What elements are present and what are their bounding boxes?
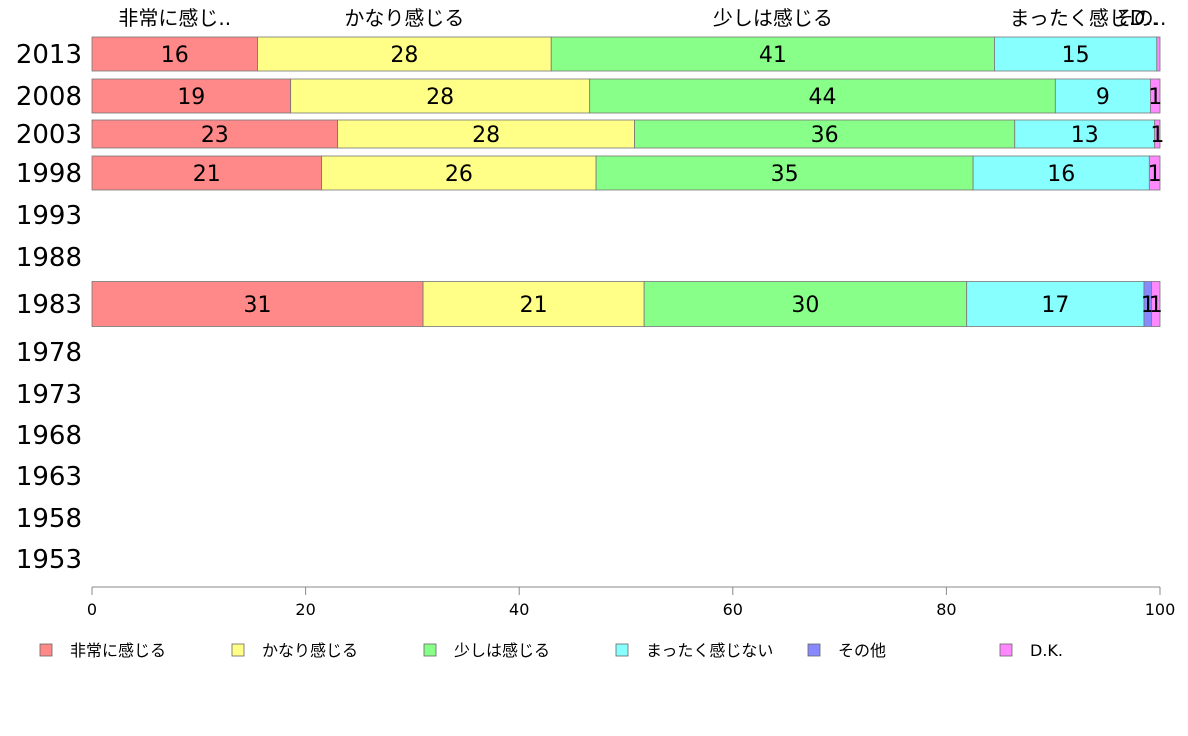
bar-segment-2008-5 [1149, 78, 1161, 114]
legend-label: かなり感じる [262, 641, 358, 660]
bar-row-1983: 31 21 30 17 11 [91, 281, 1163, 327]
year-label-2003: 2003 [16, 120, 82, 150]
legend-item-4: その他 [807, 641, 886, 660]
bar-value-label: 9 [1096, 85, 1110, 110]
year-label-1958: 1958 [16, 504, 82, 534]
legend-label: まったく感じない [646, 641, 773, 660]
bar-segment-2003-5 [1154, 119, 1161, 149]
bar-segment-1983-5 [1151, 281, 1161, 327]
year-label-1973: 1973 [16, 380, 82, 410]
legend-item-3: まったく感じない [615, 641, 773, 660]
year-label-2013: 2013 [16, 40, 82, 70]
bar-value-label: 13 [1071, 123, 1099, 148]
bar-value-label: 36 [811, 123, 839, 148]
x-tick-label: 40 [509, 600, 529, 619]
bar-value-label: 1 [1150, 123, 1164, 148]
bar-value-label: 35 [771, 162, 799, 187]
year-label-1988: 1988 [16, 243, 82, 273]
bar-value-label: 21 [193, 162, 221, 187]
year-label-1968: 1968 [16, 421, 82, 451]
x-axis: 0 20 40 60 80 100 [87, 586, 1176, 619]
series-header-5: D.. [1130, 6, 1158, 30]
bar-value-label: 19 [177, 85, 205, 110]
bar-segment-2013-5 [1156, 36, 1161, 72]
series-header-2: 少しは感じる [713, 6, 833, 30]
series-header-0: 非常に感じ.. [118, 6, 231, 30]
bar-value-label: 44 [809, 85, 837, 110]
year-label-1998: 1998 [16, 159, 82, 189]
bar-row-2008: 19 28 44 9 1 [91, 78, 1162, 114]
legend: 非常に感じる かなり感じる 少しは感じる まったく感じない その他 D.K. [39, 641, 1063, 660]
bar-value-label: 28 [390, 43, 418, 68]
legend-swatch [615, 643, 629, 657]
bar-row-2003: 23 28 36 13 1 [91, 119, 1164, 149]
series-header-1: かなり感じる [344, 6, 464, 30]
year-label-1983: 1983 [16, 290, 82, 320]
bar-segment-2003-2 [634, 119, 1016, 149]
bar-value-label: 1 [1149, 293, 1163, 318]
bar-segment-2013-0 [91, 36, 258, 72]
bar-row-2013: 16 28 41 15 [91, 36, 1161, 72]
legend-item-1: かなり感じる [231, 641, 358, 660]
bar-value-label: 16 [161, 43, 189, 68]
legend-item-2: 少しは感じる [423, 641, 550, 660]
bar-value-label: 17 [1041, 293, 1069, 318]
year-label-1963: 1963 [16, 462, 82, 492]
legend-swatch [999, 643, 1013, 657]
legend-label: その他 [838, 641, 886, 660]
bar-segment-2003-1 [337, 119, 635, 149]
bar-segment-2008-0 [91, 78, 292, 114]
legend-item-0: 非常に感じる [39, 641, 166, 660]
bar-segment-1983-0 [91, 281, 424, 327]
x-tick-label: 60 [723, 600, 743, 619]
year-axis-labels: 2013 2008 2003 1998 1993 1988 1983 1978 1973 1968… [16, 40, 82, 575]
bar-value-label: 30 [791, 293, 819, 318]
bar-segment-1998-2 [595, 155, 974, 191]
legend-swatch [39, 643, 53, 657]
bar-value-label: 16 [1047, 162, 1075, 187]
year-label-1953: 1953 [16, 545, 82, 575]
bar-segment-1983-3 [966, 281, 1145, 327]
legend-label: 非常に感じる [70, 641, 166, 660]
series-header-4: その.. [1114, 6, 1167, 30]
bar-value-label: 1 [1148, 85, 1162, 110]
bar-value-label: 31 [244, 293, 272, 318]
bar-value-label: 15 [1062, 43, 1090, 68]
bar-value-label: 21 [520, 293, 548, 318]
bar-segment-1983-2 [643, 281, 968, 327]
year-label-2008: 2008 [16, 82, 82, 112]
bar-segment-2008-1 [290, 78, 591, 114]
legend-item-5: D.K. [999, 641, 1063, 660]
bar-segment-1998-5 [1148, 155, 1161, 191]
bar-segment-1998-1 [321, 155, 597, 191]
x-tick-label: 100 [1145, 600, 1176, 619]
series-header-3: まったく感じ.. [1010, 6, 1142, 30]
bar-value-label: 26 [445, 162, 473, 187]
bar-row-1998: 21 26 35 16 1 [91, 155, 1162, 191]
bar-value-label: 28 [426, 85, 454, 110]
x-tick-label: 20 [295, 600, 315, 619]
bar-segment-1983-1 [422, 281, 645, 327]
bar-value-label: 23 [201, 123, 229, 148]
bar-segment-2013-3 [994, 36, 1158, 72]
legend-swatch [807, 643, 821, 657]
bar-value-label: 41 [759, 43, 787, 68]
legend-label: D.K. [1030, 641, 1063, 660]
legend-swatch [423, 643, 437, 657]
series-header-labels: 非常に感じ.. かなり感じる 少しは感じる まったく感じ..その..D.. [118, 6, 1166, 30]
bar-value-label: 1 [1148, 162, 1162, 187]
bar-segment-2008-3 [1054, 78, 1151, 114]
bar-value-label: 28 [472, 123, 500, 148]
legend-label: 少しは感じる [454, 641, 550, 660]
x-tick-label: 0 [87, 600, 97, 619]
bar-segment-1998-3 [972, 155, 1150, 191]
year-label-1993: 1993 [16, 201, 82, 231]
bar-segment-2008-2 [589, 78, 1056, 114]
year-label-1978: 1978 [16, 338, 82, 368]
bar-segment-2003-3 [1014, 119, 1156, 149]
x-tick-label: 80 [936, 600, 956, 619]
legend-swatch [231, 643, 245, 657]
